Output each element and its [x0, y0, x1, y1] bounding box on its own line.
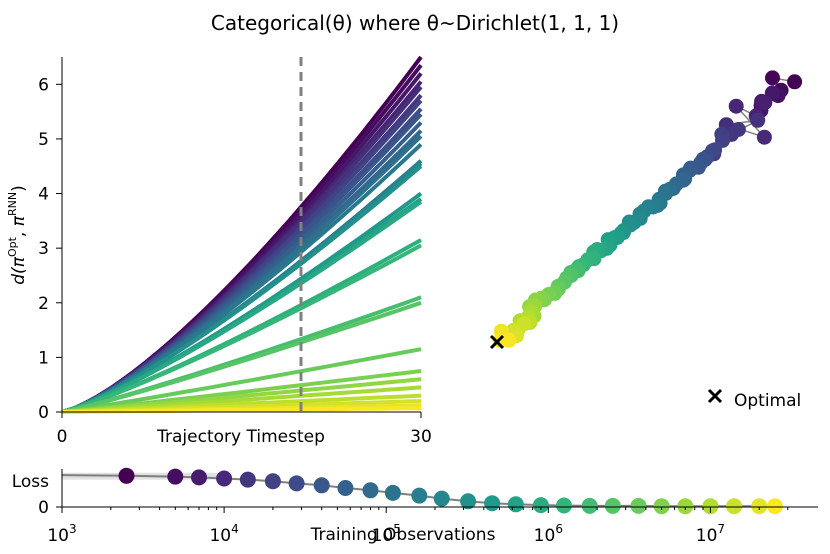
embedding-point [765, 70, 780, 86]
loss-point [751, 498, 768, 515]
loss-point [384, 484, 401, 501]
y-label-prefix: d( [9, 266, 29, 285]
loss-point [556, 497, 572, 514]
embedding-point [750, 112, 766, 128]
loss-point [581, 497, 598, 514]
loss-point [433, 490, 450, 507]
loss-point [362, 482, 379, 499]
loss-x-ticks: 103 104 105 106 107 [47, 507, 789, 546]
loss-line [61, 474, 775, 508]
x-tick-label: 0 [57, 427, 68, 447]
loss-y-axis-label: Loss [12, 472, 49, 492]
y-tick-label: 1 [38, 348, 49, 368]
loss-x-tick-label: 104 [209, 522, 238, 546]
y-tick-label: 6 [38, 75, 49, 95]
y-label-sup2: RNN [6, 192, 19, 216]
distance-series-line [61, 347, 422, 414]
loss-point [239, 471, 256, 488]
loss-panel: Loss 0 103 104 105 106 107 Training Observat… [12, 467, 818, 546]
y-label-sep: , [9, 226, 29, 237]
y-axis-label: d(πOpt, πRNN) [6, 185, 29, 284]
y-ticks: 0 1 2 3 4 5 6 [38, 75, 62, 423]
loss-point [167, 468, 184, 485]
y-label-pi2: π [9, 215, 29, 226]
loss-point [630, 497, 647, 514]
loss-point [507, 496, 524, 513]
y-label-suffix: ) [9, 185, 29, 192]
loss-point [702, 498, 719, 515]
loss-point [118, 467, 135, 484]
x-ticks: 0 30 [57, 412, 432, 447]
distance-series-line [61, 200, 423, 414]
y-tick-label: 3 [38, 239, 49, 259]
embedding-point [757, 95, 773, 111]
loss-x-tick-label: 105 [372, 522, 401, 546]
loss-x-axis-label: Training Observations [310, 525, 496, 545]
embedding-points [492, 70, 803, 348]
y-tick-label: 2 [38, 294, 49, 314]
loss-point [484, 495, 501, 512]
loss-points [118, 467, 783, 515]
distance-series-line [61, 406, 422, 414]
embedding-point [730, 122, 746, 137]
y-tick-label: 4 [38, 185, 49, 205]
y-label-sup1: Opt [6, 236, 19, 257]
legend: Optimal [707, 388, 801, 411]
distance-series-line [61, 243, 422, 414]
loss-point [411, 487, 428, 504]
loss-x-tick-label: 106 [534, 522, 563, 546]
loss-point [653, 498, 670, 515]
loss-point [532, 497, 549, 514]
distance-series-line [61, 300, 422, 414]
loss-point [264, 473, 281, 490]
loss-point [216, 470, 233, 487]
x-axis-label: Trajectory Timestep [156, 427, 325, 447]
loss-point [604, 497, 621, 514]
loss-point [766, 498, 783, 515]
loss-y-tick-label: 0 [38, 498, 49, 518]
optimal-marker [489, 334, 505, 350]
embedding-point [728, 98, 744, 114]
loss-point [288, 475, 305, 492]
x-tick-label: 30 [410, 427, 432, 447]
loss-point [460, 493, 477, 510]
y-tick-label: 5 [38, 130, 49, 150]
embedding-point [787, 74, 803, 90]
embedding-panel: Optimal [489, 70, 803, 411]
figure-title: Categorical(θ) where θ~Dirichlet(1, 1, 1… [211, 11, 619, 35]
distance-lines [61, 55, 423, 414]
loss-point [313, 477, 330, 494]
loss-point [677, 498, 694, 515]
loss-point [337, 480, 354, 496]
loss-x-tick-label: 103 [47, 522, 76, 546]
legend-label: Optimal [734, 391, 801, 411]
loss-point [191, 469, 207, 486]
y-label-pi1: π [9, 256, 29, 267]
legend-x-icon [707, 388, 723, 404]
embedding-point [756, 129, 772, 145]
y-tick-label: 0 [38, 403, 49, 423]
loss-point [726, 498, 743, 515]
loss-x-tick-label: 107 [696, 522, 725, 546]
